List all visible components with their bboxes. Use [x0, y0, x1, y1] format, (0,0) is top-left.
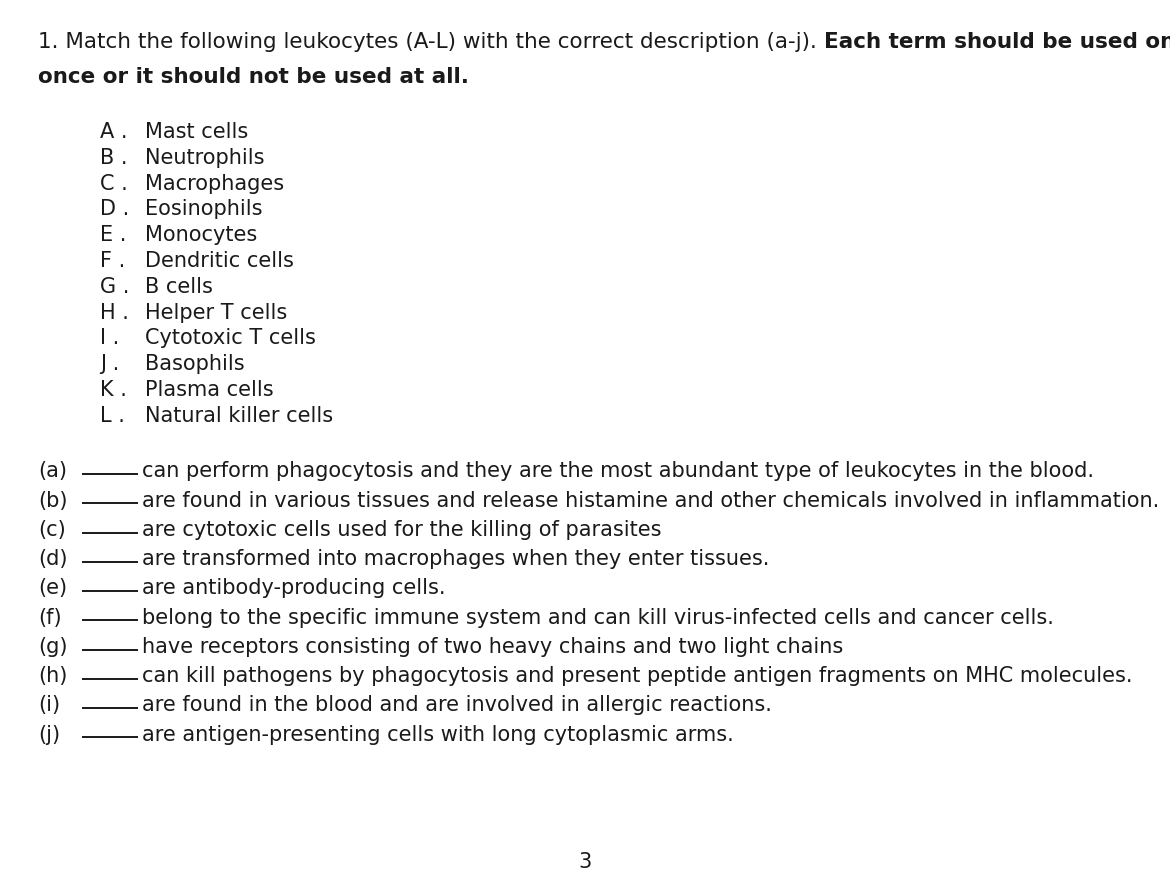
Text: 3: 3 [578, 852, 592, 872]
Text: are transformed into macrophages when they enter tissues.: are transformed into macrophages when th… [142, 549, 770, 569]
Text: (h): (h) [37, 666, 68, 686]
Text: are antigen-presenting cells with long cytoplasmic arms.: are antigen-presenting cells with long c… [142, 725, 734, 745]
Text: Macrophages: Macrophages [145, 173, 284, 194]
Text: E .: E . [99, 225, 126, 245]
Text: J .: J . [99, 354, 119, 375]
Text: 1. Match the following leukocytes (A-L) with the correct description (a-j).: 1. Match the following leukocytes (A-L) … [37, 32, 824, 52]
Text: can perform phagocytosis and they are the most abundant type of leukocytes in th: can perform phagocytosis and they are th… [142, 461, 1094, 481]
Text: Helper T cells: Helper T cells [145, 303, 288, 323]
Text: G .: G . [99, 277, 130, 297]
Text: are cytotoxic cells used for the killing of parasites: are cytotoxic cells used for the killing… [142, 520, 661, 540]
Text: (c): (c) [37, 520, 66, 540]
Text: belong to the specific immune system and can kill virus-infected cells and cance: belong to the specific immune system and… [142, 608, 1054, 628]
Text: (e): (e) [37, 578, 67, 598]
Text: B cells: B cells [145, 277, 213, 297]
Text: once or it should not be used at all.: once or it should not be used at all. [37, 67, 469, 87]
Text: B .: B . [99, 148, 128, 168]
Text: Dendritic cells: Dendritic cells [145, 251, 294, 271]
Text: I .: I . [99, 328, 119, 349]
Text: Basophils: Basophils [145, 354, 245, 375]
Text: can kill pathogens by phagocytosis and present peptide antigen fragments on MHC : can kill pathogens by phagocytosis and p… [142, 666, 1133, 686]
Text: (f): (f) [37, 608, 62, 628]
Text: are found in the blood and are involved in allergic reactions.: are found in the blood and are involved … [142, 696, 772, 715]
Text: (g): (g) [37, 637, 68, 657]
Text: C .: C . [99, 173, 128, 194]
Text: Monocytes: Monocytes [145, 225, 257, 245]
Text: (j): (j) [37, 725, 60, 745]
Text: are found in various tissues and release histamine and other chemicals involved : are found in various tissues and release… [142, 491, 1159, 510]
Text: (b): (b) [37, 491, 68, 510]
Text: (d): (d) [37, 549, 68, 569]
Text: H .: H . [99, 303, 129, 323]
Text: A .: A . [99, 122, 128, 142]
Text: F .: F . [99, 251, 125, 271]
Text: are antibody-producing cells.: are antibody-producing cells. [142, 578, 446, 598]
Text: Neutrophils: Neutrophils [145, 148, 264, 168]
Text: Cytotoxic T cells: Cytotoxic T cells [145, 328, 316, 349]
Text: Eosinophils: Eosinophils [145, 199, 262, 220]
Text: Natural killer cells: Natural killer cells [145, 406, 333, 426]
Text: D .: D . [99, 199, 129, 220]
Text: Mast cells: Mast cells [145, 122, 248, 142]
Text: have receptors consisting of two heavy chains and two light chains: have receptors consisting of two heavy c… [142, 637, 844, 657]
Text: Each term should be used only: Each term should be used only [824, 32, 1170, 52]
Text: (i): (i) [37, 696, 60, 715]
Text: (a): (a) [37, 461, 67, 481]
Text: K .: K . [99, 380, 126, 401]
Text: L .: L . [99, 406, 125, 426]
Text: Plasma cells: Plasma cells [145, 380, 274, 401]
